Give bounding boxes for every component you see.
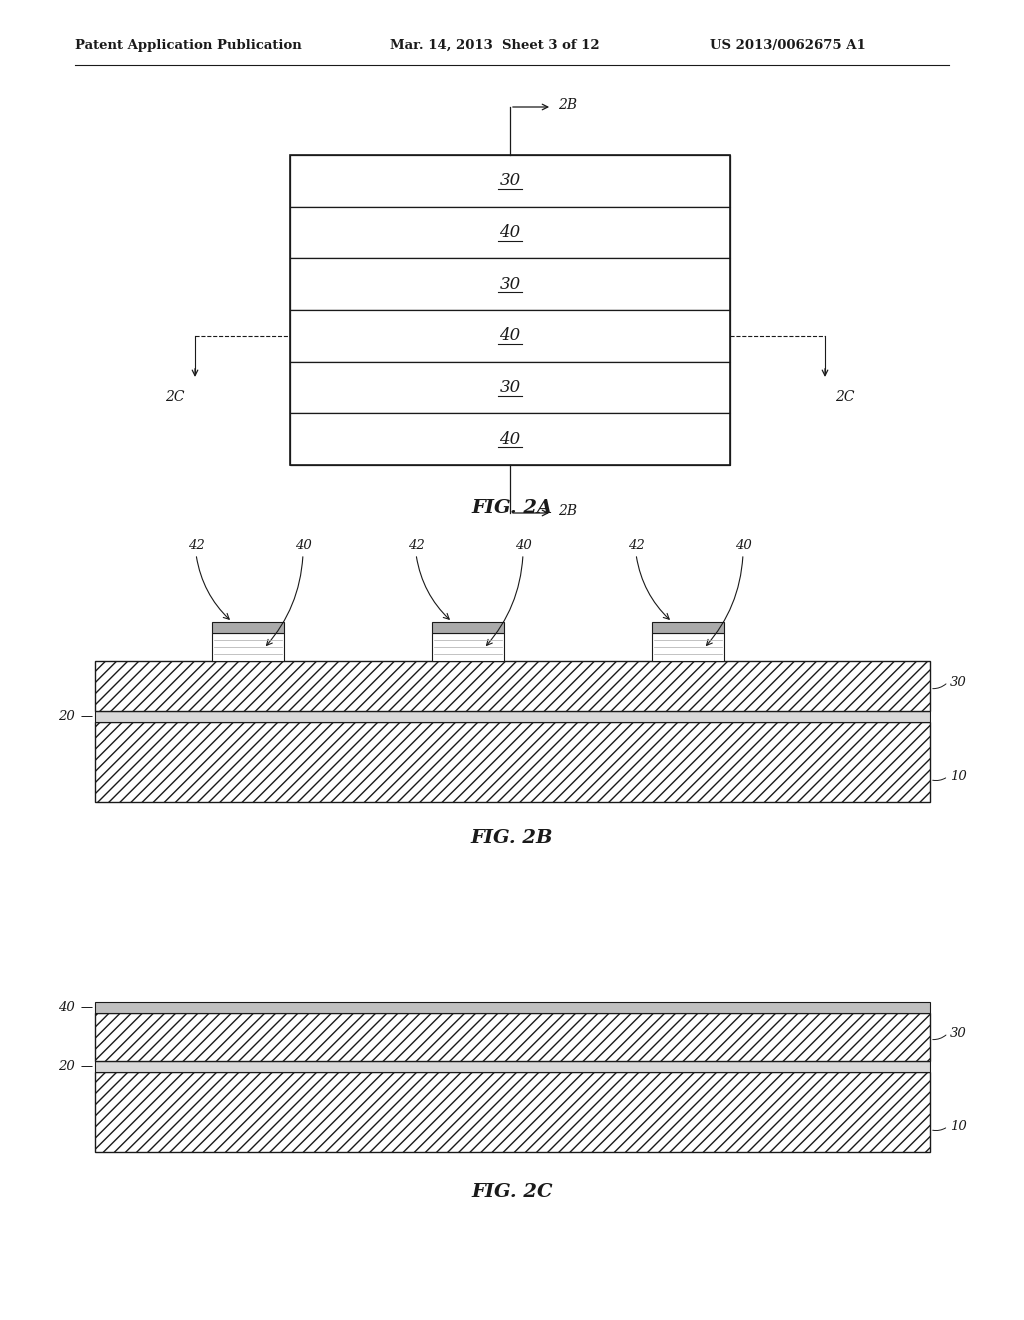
Bar (290, 154, 730, 207)
Text: 30: 30 (500, 379, 520, 396)
Text: 40: 40 (500, 430, 520, 447)
Bar (95, 722, 930, 803)
Bar (432, 622, 504, 634)
Text: US 2013/0062675 A1: US 2013/0062675 A1 (710, 38, 865, 51)
Bar (212, 634, 284, 661)
Bar (290, 310, 730, 362)
Bar (290, 362, 730, 413)
Text: 40: 40 (295, 539, 311, 552)
Text: Mar. 14, 2013  Sheet 3 of 12: Mar. 14, 2013 Sheet 3 of 12 (390, 38, 600, 51)
Text: 10: 10 (950, 1119, 967, 1133)
Text: 2B: 2B (558, 98, 578, 112)
Text: 10: 10 (950, 770, 967, 783)
Text: 42: 42 (187, 539, 205, 552)
Text: 2C: 2C (835, 389, 854, 404)
Text: 30: 30 (500, 276, 520, 293)
Text: 40: 40 (500, 327, 520, 345)
Text: FIG. 2B: FIG. 2B (471, 829, 553, 847)
Text: 40: 40 (500, 224, 520, 242)
Bar (95, 1012, 930, 1061)
Text: 30: 30 (500, 173, 520, 189)
Bar (95, 661, 930, 711)
Text: 40: 40 (515, 539, 531, 552)
Text: 2C: 2C (166, 389, 185, 404)
Bar (432, 634, 504, 661)
Bar (290, 154, 730, 465)
Bar (290, 207, 730, 259)
Bar (212, 622, 284, 634)
Text: 42: 42 (628, 539, 644, 552)
Text: FIG. 2C: FIG. 2C (471, 1183, 553, 1201)
Text: 40: 40 (58, 1001, 75, 1014)
Text: 20: 20 (58, 710, 75, 723)
Bar (95, 1072, 930, 1152)
Text: FIG. 2A: FIG. 2A (471, 499, 553, 517)
Text: 40: 40 (734, 539, 752, 552)
Bar (290, 259, 730, 310)
Text: 2B: 2B (558, 504, 578, 517)
Bar (95, 1002, 930, 1012)
Text: Patent Application Publication: Patent Application Publication (75, 38, 302, 51)
Text: 30: 30 (950, 676, 967, 689)
Text: 30: 30 (950, 1027, 967, 1040)
Text: 42: 42 (408, 539, 424, 552)
Bar (652, 622, 724, 634)
Text: 20: 20 (58, 1060, 75, 1073)
Bar (652, 634, 724, 661)
Bar (95, 711, 930, 722)
Bar (290, 413, 730, 465)
Bar (95, 1061, 930, 1072)
